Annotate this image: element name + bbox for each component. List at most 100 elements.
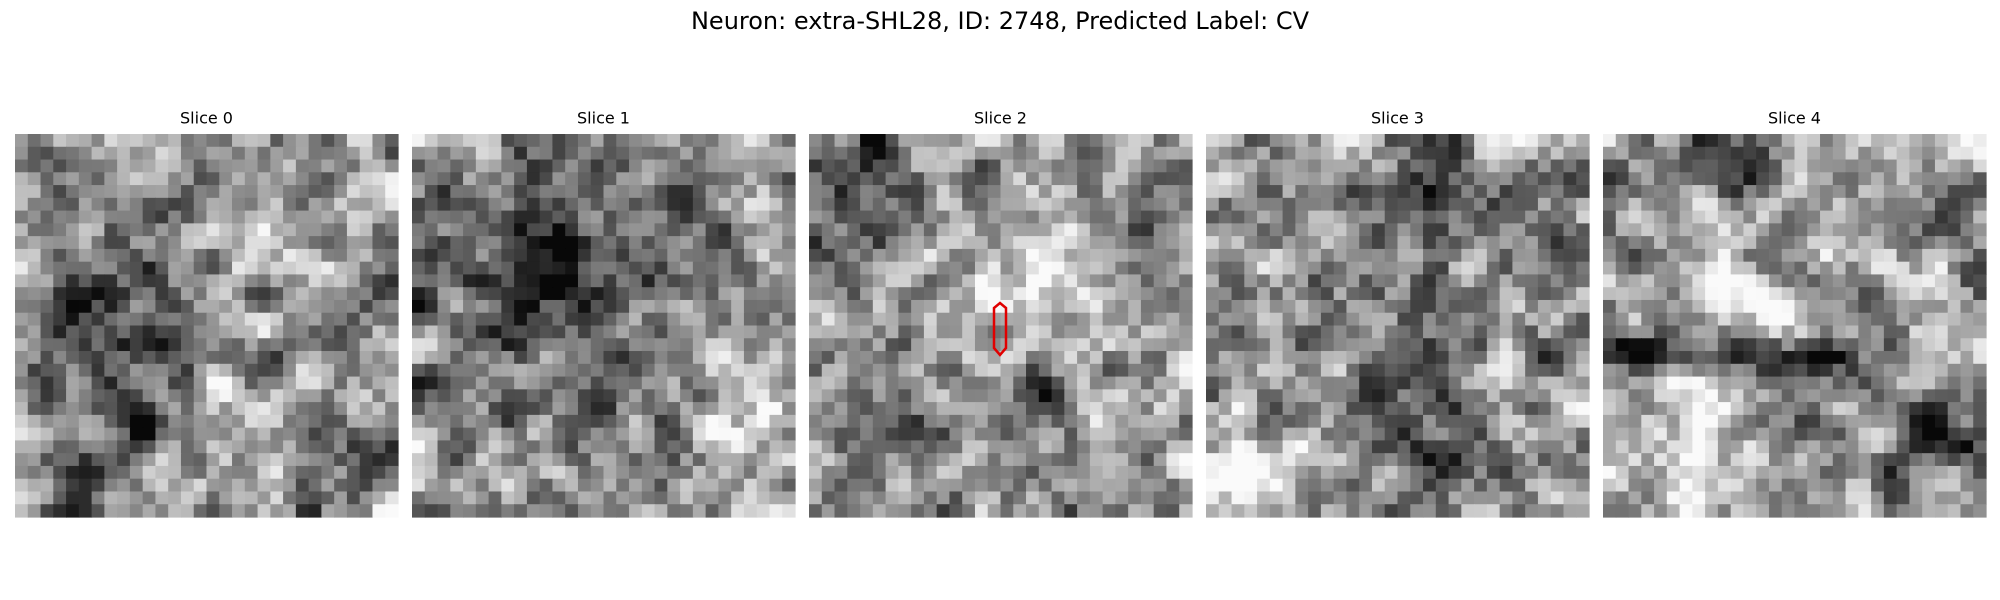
pixel — [1244, 338, 1258, 352]
pixel — [1153, 491, 1168, 505]
pixel — [437, 338, 451, 352]
pixel — [718, 210, 732, 224]
pixel — [1115, 402, 1129, 416]
pixel — [142, 236, 157, 250]
pixel — [283, 478, 297, 493]
pixel — [40, 504, 54, 518]
pixel — [66, 427, 80, 441]
pixel — [1244, 261, 1258, 276]
pixel — [1244, 274, 1258, 288]
pixel — [1603, 185, 1617, 199]
pixel — [1603, 261, 1617, 276]
pixel — [91, 274, 105, 288]
pixel — [1756, 338, 1770, 352]
pixel — [1909, 197, 1923, 212]
pixel — [565, 414, 579, 429]
pixel — [1603, 351, 1617, 365]
pixel — [1474, 248, 1488, 263]
pixel — [104, 453, 118, 467]
pixel — [1768, 261, 1783, 276]
pixel — [769, 453, 783, 467]
pixel — [1038, 389, 1053, 403]
pixel — [1576, 376, 1590, 390]
pixel — [1038, 427, 1053, 441]
pixel — [359, 414, 374, 429]
pixel — [641, 465, 656, 480]
pixel — [1115, 325, 1129, 339]
pixel — [872, 299, 887, 314]
pixel — [1654, 504, 1668, 518]
pixel — [1499, 172, 1513, 186]
pixel — [1934, 223, 1949, 237]
pixel — [270, 261, 284, 276]
pixel — [1333, 491, 1348, 505]
pixel — [949, 427, 963, 441]
pixel — [1115, 274, 1129, 288]
pixel — [949, 134, 963, 148]
pixel — [680, 197, 694, 212]
pixel — [142, 504, 157, 518]
pixel — [1166, 146, 1180, 161]
pixel — [53, 338, 67, 352]
pixel — [1461, 134, 1475, 148]
pixel — [1743, 325, 1757, 339]
pixel — [1333, 134, 1348, 148]
pixel — [769, 325, 783, 339]
pixel — [1820, 287, 1834, 301]
pixel — [1550, 338, 1565, 352]
pixel — [1102, 351, 1116, 365]
pixel — [821, 134, 836, 148]
pixel — [1153, 312, 1168, 327]
pixel — [1013, 504, 1027, 518]
pixel — [180, 465, 195, 480]
pixel — [756, 389, 771, 403]
pixel — [1333, 210, 1348, 224]
pixel — [78, 427, 93, 441]
pixel — [129, 134, 144, 148]
pixel — [488, 172, 502, 186]
pixel — [1179, 197, 1193, 212]
pixel — [565, 427, 579, 441]
pixel — [180, 478, 195, 493]
pixel — [949, 248, 963, 263]
pixel — [1768, 351, 1783, 365]
pixel — [577, 159, 592, 173]
pixel — [1077, 312, 1091, 327]
pixel — [834, 389, 848, 403]
pixel — [193, 491, 208, 505]
pixel — [155, 351, 169, 365]
pixel — [1102, 159, 1116, 173]
pixel — [232, 236, 246, 250]
pixel — [78, 351, 93, 365]
pixel — [66, 146, 80, 161]
pixel — [1794, 274, 1808, 288]
pixel — [1692, 197, 1706, 212]
pixel — [1641, 351, 1655, 365]
pixel — [155, 236, 169, 250]
pixel — [117, 287, 131, 301]
pixel — [180, 261, 195, 276]
pixel — [629, 261, 643, 276]
pixel — [1282, 389, 1296, 403]
pixel — [692, 274, 707, 288]
pixel — [1013, 351, 1027, 365]
pixel — [1397, 325, 1411, 339]
pixel — [974, 465, 989, 480]
pixel — [872, 427, 887, 441]
pixel — [769, 414, 783, 429]
pixel — [1140, 414, 1155, 429]
pixel — [577, 172, 592, 186]
pixel — [1960, 185, 1974, 199]
pixel — [552, 261, 566, 276]
pixel — [1102, 363, 1116, 378]
pixel — [1563, 491, 1577, 505]
pixel — [1166, 402, 1180, 416]
pixel — [91, 210, 105, 224]
pixel — [590, 389, 605, 403]
pixel — [667, 338, 681, 352]
pixel — [1820, 185, 1834, 199]
pixel — [1461, 299, 1475, 314]
pixel — [1486, 504, 1501, 518]
pixel — [539, 223, 554, 237]
pixel — [295, 453, 310, 467]
